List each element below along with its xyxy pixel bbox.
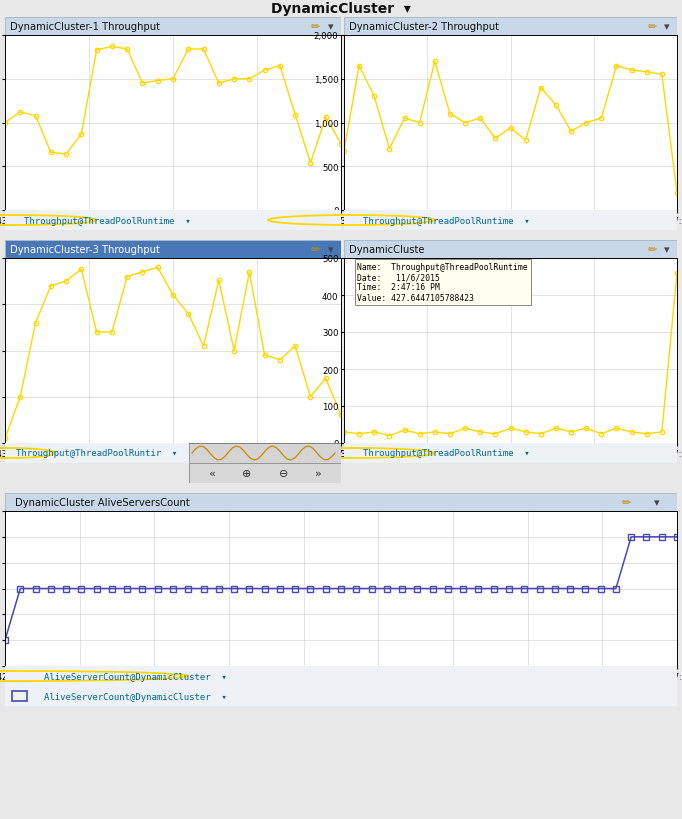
Text: Throughput@ThreadPoolRuntime  ▾: Throughput@ThreadPoolRuntime ▾: [364, 216, 530, 225]
Text: DynamicCluste: DynamicCluste: [349, 245, 424, 255]
Text: AliveServerCount@DynamicCluster  ▾: AliveServerCount@DynamicCluster ▾: [44, 692, 226, 700]
Text: ▾: ▾: [328, 245, 333, 255]
Text: DynamicCluster-2 Throughput: DynamicCluster-2 Throughput: [349, 22, 499, 32]
Text: Name:  Throughput@ThreadPoolRuntime
Date:   11/6/2015
Time:  2:47:16 PM
Value: 4: Name: Throughput@ThreadPoolRuntime Date:…: [357, 262, 528, 302]
Text: DynamicCluster  ▾: DynamicCluster ▾: [271, 2, 411, 16]
Text: DynamicCluster AliveServersCount: DynamicCluster AliveServersCount: [15, 497, 190, 508]
Text: ✏: ✏: [647, 245, 657, 255]
Text: ▾: ▾: [654, 497, 659, 508]
Text: DynamicCluster-3 Throughput: DynamicCluster-3 Throughput: [10, 245, 160, 255]
Text: ✏: ✏: [622, 497, 632, 508]
Text: ⊖: ⊖: [278, 468, 288, 478]
Text: Throughput@ThreadPoolRuntime  ▾: Throughput@ThreadPoolRuntime ▾: [364, 449, 530, 458]
Text: »: »: [315, 468, 322, 478]
Text: AliveServerCount@DynamicCluster  ▾: AliveServerCount@DynamicCluster ▾: [44, 672, 226, 681]
Text: ▾: ▾: [328, 22, 333, 32]
Text: Throughput@ThreadPoolRuntime  ▾: Throughput@ThreadPoolRuntime ▾: [25, 216, 191, 225]
Text: ✏: ✏: [311, 22, 321, 32]
Text: ⊕: ⊕: [242, 468, 252, 478]
Text: Throughput@ThreadPoolRuntir  ▾: Throughput@ThreadPoolRuntir ▾: [16, 449, 177, 458]
Text: ▾: ▾: [664, 245, 670, 255]
Text: ▾: ▾: [664, 22, 670, 32]
Bar: [12, 691, 27, 701]
Text: ✏: ✏: [647, 22, 657, 32]
Text: DynamicCluster-1 Throughput: DynamicCluster-1 Throughput: [10, 22, 160, 32]
Text: ✏: ✏: [311, 245, 321, 255]
Text: «: «: [209, 468, 216, 478]
